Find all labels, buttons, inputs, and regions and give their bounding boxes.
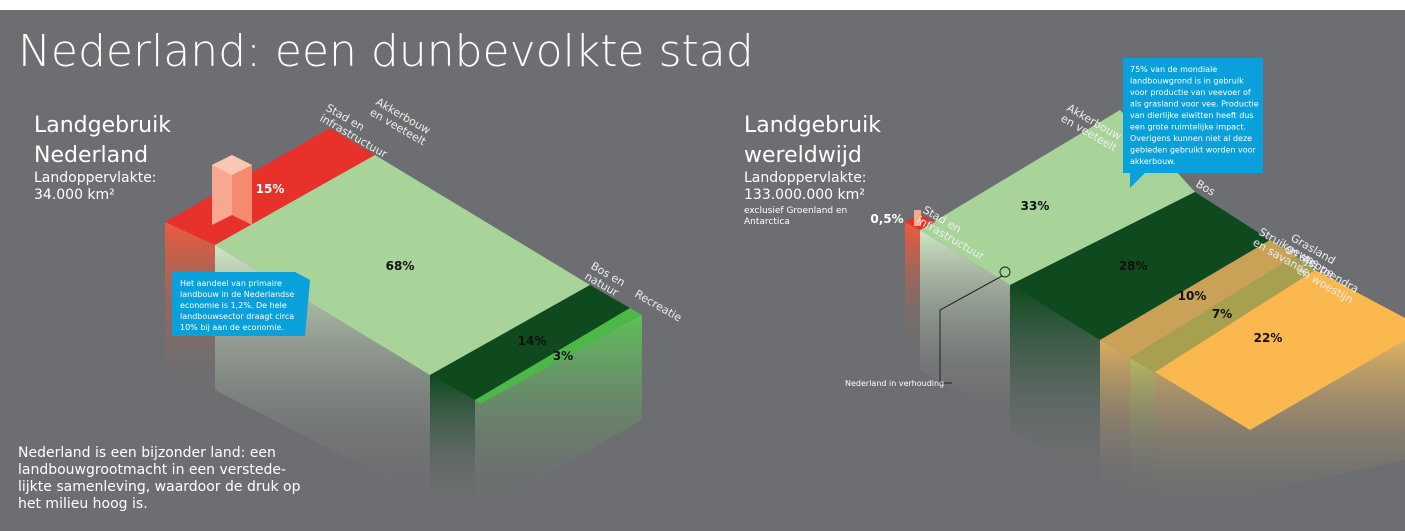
segment-value: 68% (386, 259, 415, 273)
nl-marker (999, 266, 1011, 278)
segment-recreation (475, 308, 642, 404)
building-icon (914, 210, 921, 226)
segment-value: 7% (1212, 307, 1232, 321)
description: landbouwgrootmacht in een verstede- (18, 462, 286, 478)
front-face (1130, 358, 1155, 510)
front-face (1010, 285, 1100, 480)
segment-value: 22% (1254, 331, 1283, 345)
segment-ice-desert (1155, 270, 1405, 430)
front-face (475, 315, 642, 515)
description: Nederland is een bijzonder land: een (18, 445, 276, 461)
callout-text: Overigens kunnen niet al deze (1130, 134, 1252, 143)
segment-shrubland (1130, 256, 1315, 372)
panel-heading: Landgebruik (34, 113, 171, 138)
segment-value: 10% (1178, 289, 1207, 303)
left-slab (165, 128, 642, 515)
area-label: Landoppervlakte: (744, 170, 867, 186)
callout-box (1123, 58, 1263, 188)
scale-note: Nederland in verhouding (845, 379, 944, 388)
leader-line (939, 275, 1003, 384)
callout-text: een grote ruimtelijke impact. (1130, 123, 1246, 132)
area-note: Antarctica (744, 217, 790, 227)
callout-box (172, 272, 310, 336)
front-face (1100, 340, 1130, 500)
segment-grassland (1100, 240, 1295, 358)
front-face (920, 230, 1010, 420)
segment-value: 0,5% (870, 212, 903, 226)
description: het milieu hoog is. (18, 496, 148, 512)
segment-value: 14% (518, 334, 547, 348)
callout-text: van dierlijke eiwitten heeft dus (1130, 111, 1254, 120)
panel-heading: wereldwijd (744, 143, 862, 168)
segment-agriculture (215, 155, 590, 375)
segment-value: 28% (1119, 259, 1148, 273)
panel-heading: Nederland (34, 143, 148, 168)
page-title: Nederland: een dunbevolkte stad (18, 26, 754, 77)
callout-text: gebieden gebruikt worden voor (1130, 146, 1257, 155)
callout-text: landbouw in de Nederlandse (180, 290, 294, 299)
right-slab (905, 110, 1405, 515)
area-note: exclusief Groenland en (744, 206, 847, 216)
callout-text: Het aandeel van primaire (180, 279, 282, 288)
segment-forest (430, 285, 630, 400)
segment-value: 3% (553, 349, 573, 363)
description: lijkte samenleving, waardoor de druk op (18, 479, 301, 495)
area-label: Landoppervlakte: (34, 170, 157, 186)
panel-heading: Landgebruik (744, 113, 881, 138)
segment-forest (1010, 192, 1270, 340)
segment-value: 33% (1021, 199, 1050, 213)
building-icon (212, 155, 252, 225)
side-face (905, 222, 920, 360)
segment-value: 15% (256, 182, 285, 196)
area-value: 133.000.000 km² (744, 187, 865, 203)
callout-text: economie is 1,2%. De hele (180, 301, 287, 310)
front-face (430, 375, 475, 510)
callout-text: akkerbouw. (1130, 157, 1176, 166)
callout-text: voor productie van veevoer of (1130, 88, 1251, 97)
callout-text: 75% van de mondiale (1130, 65, 1217, 74)
callout-text: landbouwgrond is in gebruik (1130, 77, 1244, 86)
callout-text: landbouwsector draagt circa (180, 312, 294, 321)
area-value: 34.000 km² (34, 187, 115, 203)
callout-text: 10% bij aan de economie. (180, 323, 284, 332)
callout-text: als grasland voor vee. Productie (1130, 100, 1259, 109)
